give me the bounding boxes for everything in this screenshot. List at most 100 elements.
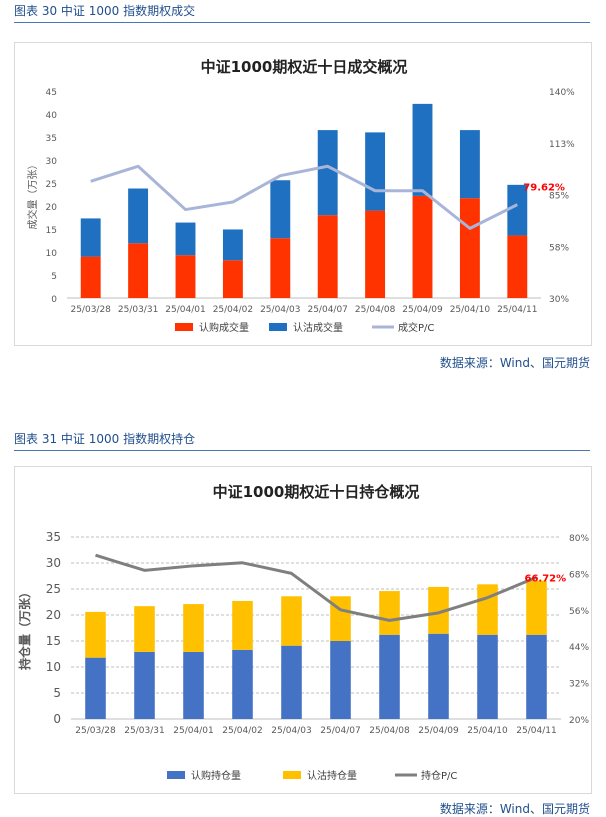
y2-tick-label: 44% [569,643,589,653]
call-bar [317,215,338,298]
y-tick-label: 10 [46,249,58,259]
source-note-volume: 数据来源：Wind、国元期货 [439,356,590,370]
put-bar [128,188,149,244]
put-bar [526,580,547,635]
x-tick-label: 25/04/11 [497,305,537,315]
put-bar [183,604,204,652]
y-tick-label: 25 [46,180,57,190]
legend-label: 持仓P/C [421,769,457,782]
pcr-last-value-label: 79.62% [523,183,565,194]
x-tick-label: 25/04/09 [402,305,443,315]
x-tick-label: 25/04/11 [516,726,556,736]
y-tick-label: 20 [46,608,61,622]
open-interest-chart: 中证1000期权近十日持仓概况 0 5 10 15 20 25 30 35 20% 32% 44% 56… [17,483,589,782]
y-tick-label: 15 [46,226,57,236]
put-bar [134,606,155,652]
y-tick-label: 5 [51,272,57,282]
x-tick-label: 25/04/08 [369,726,410,736]
pcr-last-value-label: 66.72% [525,573,567,584]
y-tick-label: 25 [46,582,61,596]
x-tick-label: 25/03/28 [70,305,111,315]
y-tick-label: 30 [46,157,58,167]
call-bar [477,634,498,719]
y2-tick-label: 85% [549,192,569,202]
y-tick-label: 45 [46,88,57,98]
x-tick-label: 25/03/31 [118,305,158,315]
call-bar [134,651,155,719]
call-bar [507,235,528,298]
put-bar [477,584,498,635]
source-note-open-interest: 数据来源：Wind、国元期货 [439,802,590,816]
put-bar [412,103,433,196]
put-bar [270,180,291,239]
put-bar [428,586,449,634]
put-bar [281,596,302,646]
y-tick-label: 35 [46,134,57,144]
call-bar [365,210,386,298]
y2-tick-label: 56% [569,607,589,617]
legend-label: 认沽持仓量 [307,769,357,782]
y2-tick-label: 58% [549,243,569,253]
volume-chart: 中证1000期权近十日成交概况 0 5 10 15 20 25 30 35 40 45 30% 58% 8… [26,58,575,334]
y2-tick-label: 32% [569,680,589,690]
pcr-line [95,553,538,622]
y2-tick-label: 30% [549,295,569,305]
legend-label: 成交P/C [398,321,434,334]
put-bar [379,591,400,635]
call-bar [379,634,400,719]
legend-label: 认购成交量 [199,321,249,334]
put-bar [232,600,253,650]
call-bar [428,633,449,719]
y-tick-label: 35 [46,530,61,544]
put-bar [85,611,106,658]
figure-caption-open-interest: 图表 31 中证 1000 指数期权持仓 [14,432,196,446]
y-axis-label: 持仓量（万张） [17,586,32,670]
chart-title: 中证1000期权近十日持仓概况 [213,483,420,501]
x-tick-label: 25/03/31 [124,726,164,736]
y-tick-label: 0 [53,712,61,726]
x-tick-label: 25/04/03 [271,726,311,736]
call-bar [232,649,253,719]
put-bar [317,130,338,216]
x-tick-label: 25/04/10 [467,726,508,736]
call-bar [128,243,149,298]
legend-swatch [283,771,301,779]
put-bar [459,130,480,199]
caption-divider [14,22,590,23]
y2-tick-label: 20% [569,716,589,726]
y2-tick-label: 113% [549,140,575,150]
y-tick-label: 15 [46,634,61,648]
caption-divider [14,450,590,451]
pcr-line [90,164,518,230]
call-bar [412,195,433,298]
x-tick-label: 25/04/01 [173,726,213,736]
x-tick-label: 25/04/08 [355,305,396,315]
put-bar [80,218,101,257]
y-tick-label: 20 [46,203,58,213]
put-bar [175,222,196,256]
chart-frame-open-interest: 中证1000期权近十日持仓概况 0 5 10 15 20 25 30 35 20% 32% 44% 56… [14,466,592,794]
x-tick-label: 25/04/07 [320,726,360,736]
call-bar [270,238,291,298]
legend-label: 认购持仓量 [191,769,241,782]
y-tick-label: 30 [46,556,61,570]
call-bar [183,651,204,719]
call-bar [80,256,101,298]
y2-tick-label: 80% [569,534,589,544]
call-bar [222,260,243,298]
y2-tick-label: 140% [549,88,575,98]
call-bar [281,645,302,719]
chart-frame-volume: 中证1000期权近十日成交概况 0 5 10 15 20 25 30 35 40 45 30% 58% 8… [14,42,592,346]
legend-label: 认沽成交量 [293,321,343,334]
y-tick-label: 10 [46,660,61,674]
y-tick-label: 40 [46,111,58,121]
y-tick-label: 0 [51,295,57,305]
put-bar [365,132,386,211]
x-tick-label: 25/04/09 [418,726,459,736]
call-bar [175,255,196,298]
chart-title: 中证1000期权近十日成交概况 [201,58,408,76]
call-bar [85,657,106,719]
x-tick-label: 25/04/07 [307,305,347,315]
put-bar [507,184,528,236]
y2-tick-label: 68% [569,570,589,580]
